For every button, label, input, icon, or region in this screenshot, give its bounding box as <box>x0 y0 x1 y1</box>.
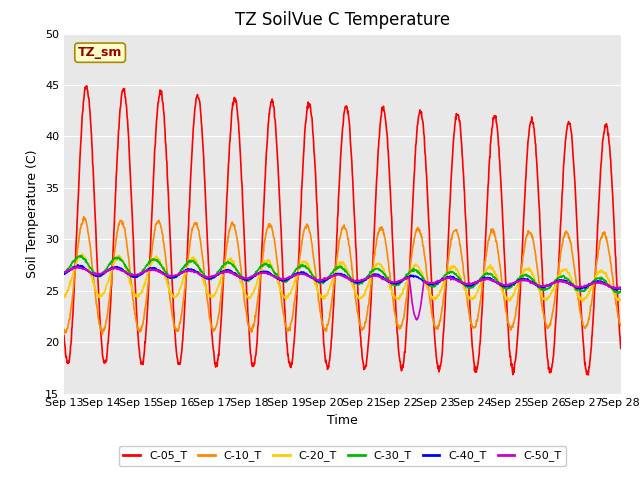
C-50_T <box>246 275 254 280</box>
C-10_T <box>80 214 88 220</box>
C-30_T <box>246 277 254 283</box>
C-10_T <box>247 327 255 333</box>
C-50_T <box>552 279 559 285</box>
C-20_T <box>184 262 192 267</box>
C-05_T <box>171 326 179 332</box>
C-20_T <box>171 294 179 300</box>
C-30_T <box>60 271 68 276</box>
X-axis label: Time: Time <box>327 414 358 427</box>
C-05_T <box>83 83 91 89</box>
C-40_T <box>429 282 437 288</box>
Text: TZ_sm: TZ_sm <box>78 46 122 59</box>
C-30_T <box>171 275 179 280</box>
C-40_T <box>74 262 82 268</box>
Line: C-20_T: C-20_T <box>64 254 621 301</box>
C-40_T <box>184 266 192 272</box>
C-30_T <box>184 259 192 265</box>
C-20_T <box>502 296 509 302</box>
C-05_T <box>551 329 559 335</box>
C-40_T <box>502 283 509 289</box>
Legend: C-05_T, C-10_T, C-20_T, C-30_T, C-40_T, C-50_T: C-05_T, C-10_T, C-20_T, C-30_T, C-40_T, … <box>119 446 566 466</box>
C-30_T <box>551 277 559 283</box>
C-30_T <box>614 290 622 296</box>
C-30_T <box>617 288 625 294</box>
C-30_T <box>429 284 437 289</box>
C-20_T <box>579 299 586 304</box>
C-10_T <box>429 320 437 326</box>
Line: C-05_T: C-05_T <box>64 86 621 375</box>
C-05_T <box>617 346 625 351</box>
C-20_T <box>60 295 68 300</box>
C-20_T <box>246 295 254 301</box>
C-10_T <box>60 326 68 332</box>
C-50_T <box>502 283 510 288</box>
C-10_T <box>99 332 106 337</box>
C-30_T <box>77 252 85 258</box>
Line: C-10_T: C-10_T <box>64 217 621 335</box>
C-05_T <box>429 310 437 316</box>
Line: C-40_T: C-40_T <box>64 265 621 290</box>
C-10_T <box>172 324 179 330</box>
C-40_T <box>551 279 559 285</box>
C-10_T <box>552 293 559 299</box>
C-50_T <box>72 264 80 270</box>
C-10_T <box>502 310 510 315</box>
C-50_T <box>617 285 625 290</box>
C-20_T <box>429 296 437 302</box>
Line: C-50_T: C-50_T <box>64 267 621 320</box>
Y-axis label: Soil Temperature (C): Soil Temperature (C) <box>26 149 40 278</box>
C-40_T <box>171 274 179 280</box>
C-20_T <box>551 281 559 287</box>
C-30_T <box>502 285 509 291</box>
C-50_T <box>184 268 192 274</box>
C-20_T <box>79 251 86 257</box>
Title: TZ SoilVue C Temperature: TZ SoilVue C Temperature <box>235 11 450 29</box>
C-10_T <box>617 323 625 328</box>
C-50_T <box>171 272 179 278</box>
C-20_T <box>617 297 625 303</box>
C-50_T <box>429 280 437 286</box>
Line: C-30_T: C-30_T <box>64 255 621 293</box>
C-40_T <box>60 271 68 277</box>
C-50_T <box>60 269 68 275</box>
C-05_T <box>502 284 509 289</box>
C-05_T <box>584 372 592 378</box>
C-10_T <box>185 252 193 257</box>
C-05_T <box>184 229 192 235</box>
C-05_T <box>246 351 254 357</box>
C-05_T <box>60 333 68 338</box>
C-40_T <box>617 286 625 292</box>
C-50_T <box>413 317 420 323</box>
C-40_T <box>246 275 254 281</box>
C-40_T <box>613 287 621 293</box>
